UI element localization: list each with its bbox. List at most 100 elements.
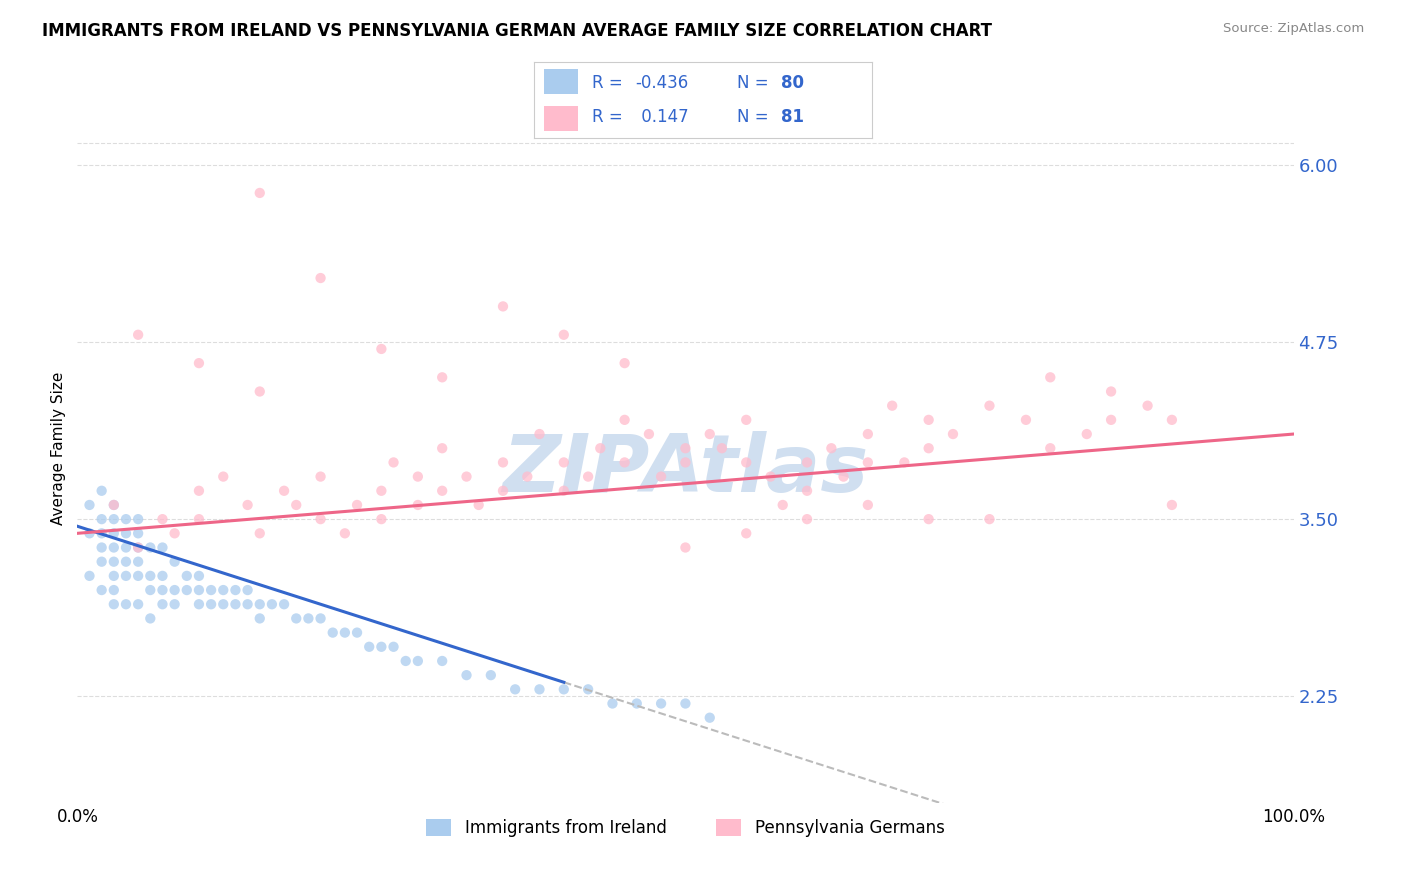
Point bbox=[893, 455, 915, 469]
Point bbox=[370, 483, 392, 498]
Point bbox=[576, 682, 599, 697]
Point bbox=[176, 583, 198, 598]
Point bbox=[456, 469, 478, 483]
Point bbox=[650, 697, 672, 711]
Point bbox=[152, 569, 174, 583]
Point bbox=[139, 541, 162, 555]
Point bbox=[650, 469, 672, 483]
Text: 80: 80 bbox=[780, 74, 804, 92]
Point bbox=[856, 455, 879, 469]
Point bbox=[260, 597, 283, 611]
Point bbox=[675, 697, 697, 711]
Point bbox=[139, 611, 162, 625]
Point bbox=[918, 441, 941, 455]
Point bbox=[479, 668, 502, 682]
Point bbox=[90, 583, 112, 598]
Point bbox=[699, 711, 721, 725]
Point bbox=[188, 583, 211, 598]
Point bbox=[188, 512, 211, 526]
Point bbox=[127, 327, 149, 342]
Point bbox=[285, 611, 308, 625]
Point bbox=[127, 541, 149, 555]
Point bbox=[115, 541, 138, 555]
Point bbox=[675, 541, 697, 555]
Point bbox=[297, 611, 319, 625]
Point bbox=[163, 597, 186, 611]
Point bbox=[309, 512, 332, 526]
Point bbox=[553, 327, 575, 342]
Point bbox=[273, 597, 295, 611]
Point bbox=[613, 356, 636, 370]
Point bbox=[553, 455, 575, 469]
Point bbox=[152, 583, 174, 598]
Point bbox=[1161, 413, 1184, 427]
Point bbox=[1076, 427, 1098, 442]
Point bbox=[249, 597, 271, 611]
Point bbox=[796, 455, 818, 469]
Point bbox=[638, 427, 661, 442]
Point bbox=[576, 469, 599, 483]
Point bbox=[333, 526, 356, 541]
Text: IMMIGRANTS FROM IRELAND VS PENNSYLVANIA GERMAN AVERAGE FAMILY SIZE CORRELATION C: IMMIGRANTS FROM IRELAND VS PENNSYLVANIA … bbox=[42, 22, 993, 40]
Point bbox=[710, 441, 733, 455]
Text: N =: N = bbox=[737, 74, 773, 92]
Point bbox=[613, 455, 636, 469]
Text: -0.436: -0.436 bbox=[636, 74, 689, 92]
Point bbox=[430, 483, 453, 498]
Point bbox=[90, 526, 112, 541]
Point bbox=[382, 455, 405, 469]
Point bbox=[503, 682, 526, 697]
Point bbox=[309, 469, 332, 483]
Point bbox=[346, 625, 368, 640]
Point bbox=[79, 569, 101, 583]
Point bbox=[856, 498, 879, 512]
Point bbox=[979, 399, 1001, 413]
Point bbox=[395, 654, 418, 668]
Point bbox=[249, 526, 271, 541]
Point bbox=[103, 526, 125, 541]
Point bbox=[115, 597, 138, 611]
Text: R =: R = bbox=[592, 74, 627, 92]
Point bbox=[553, 682, 575, 697]
Point bbox=[359, 640, 381, 654]
Point bbox=[127, 597, 149, 611]
Point bbox=[370, 640, 392, 654]
Point bbox=[103, 555, 125, 569]
Point bbox=[103, 597, 125, 611]
Point bbox=[249, 186, 271, 200]
Point bbox=[115, 512, 138, 526]
Point bbox=[139, 583, 162, 598]
Point bbox=[188, 569, 211, 583]
Point bbox=[90, 512, 112, 526]
Point bbox=[382, 640, 405, 654]
Point bbox=[103, 541, 125, 555]
Point bbox=[309, 611, 332, 625]
Point bbox=[224, 583, 246, 598]
Point bbox=[188, 356, 211, 370]
Point bbox=[1136, 399, 1159, 413]
Point bbox=[115, 569, 138, 583]
Text: 0.147: 0.147 bbox=[636, 108, 688, 126]
Point bbox=[163, 583, 186, 598]
Point bbox=[188, 483, 211, 498]
Point bbox=[613, 413, 636, 427]
Point bbox=[699, 427, 721, 442]
Point bbox=[163, 526, 186, 541]
Legend: Immigrants from Ireland, Pennsylvania Germans: Immigrants from Ireland, Pennsylvania Ge… bbox=[419, 813, 952, 844]
Point bbox=[553, 483, 575, 498]
Point bbox=[370, 342, 392, 356]
Point bbox=[1039, 441, 1062, 455]
Point bbox=[90, 483, 112, 498]
Point bbox=[163, 555, 186, 569]
Point bbox=[127, 526, 149, 541]
Point bbox=[918, 413, 941, 427]
Point bbox=[430, 370, 453, 384]
Point bbox=[796, 483, 818, 498]
Point bbox=[139, 569, 162, 583]
Point bbox=[882, 399, 904, 413]
Text: ZIPAtlas: ZIPAtlas bbox=[502, 431, 869, 508]
Point bbox=[1039, 370, 1062, 384]
Point bbox=[772, 498, 794, 512]
Point bbox=[103, 512, 125, 526]
Point bbox=[759, 469, 782, 483]
